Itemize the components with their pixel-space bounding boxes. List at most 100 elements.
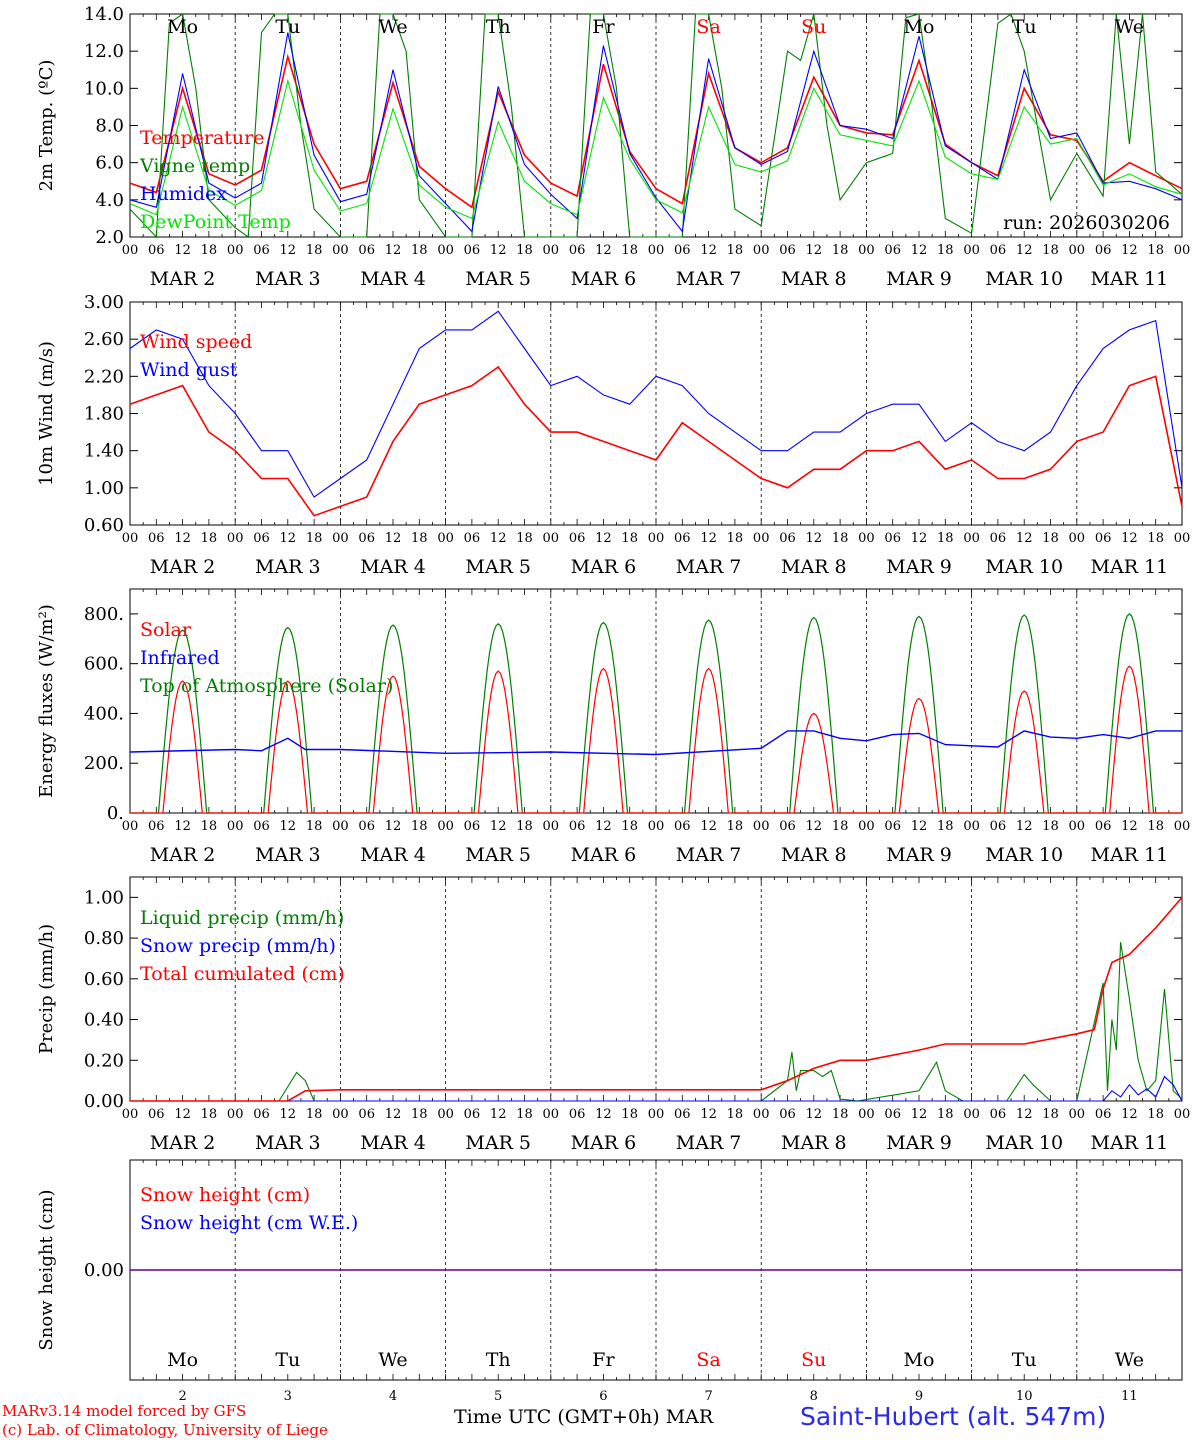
panel5-weekday-label: Sa [696,1349,720,1371]
panel3-hour-label: 06 [674,819,691,834]
panel5-weekday-label: Fr [592,1349,615,1371]
panel1-weekday-label: Mo [904,16,935,38]
panel2-hour-label: 12 [700,531,717,546]
panel5-weekday-label: Tu [275,1349,300,1371]
panel1-hour-label: 12 [1121,243,1138,258]
panel2-date-label: MAR 11 [1091,556,1169,578]
panel2-hour-label: 12 [174,531,191,546]
panel1-hour-label: 00 [963,243,980,258]
panel2-hour-label: 06 [779,531,796,546]
panel1-legend-item: Vigne temp [139,155,250,177]
panel4-hour-label: 06 [1095,1107,1112,1122]
panel1-date-label: MAR 10 [985,268,1063,290]
panel4-hour-label: 06 [674,1107,691,1122]
panel1-hour-label: 00 [332,243,349,258]
panel3-date-label: MAR 7 [676,844,742,866]
panel3-date-label: MAR 6 [571,844,637,866]
panel2-hour-label: 06 [674,531,691,546]
panel2-hour-label: 12 [911,531,928,546]
panel3-date-label: MAR 10 [985,844,1063,866]
panel4-hour-label: 18 [832,1107,849,1122]
panel3-ytick-label: 0. [107,803,124,824]
panel3-hour-label: 12 [1121,819,1138,834]
panel4-hour-label: 00 [543,1107,560,1122]
panel1-hour-label: 06 [884,243,901,258]
panel2-hour-label: 18 [621,531,638,546]
panel5-weekday-label: We [1115,1349,1144,1371]
panel1-weekday-label: We [378,16,407,38]
panel1-legend-item: Temperature [140,127,264,149]
panel2-date-label: MAR 8 [781,556,847,578]
panel1-hour-label: 18 [411,243,428,258]
panel5-legend-item: Snow height (cm) [140,1184,310,1206]
panel3-hour-label: 06 [464,819,481,834]
panel2-hour-label: 18 [727,531,744,546]
panel1-hour-label: 12 [490,243,507,258]
panel2-date-label: MAR 5 [465,556,531,578]
panel3-hour-label: 18 [937,819,954,834]
panel3-date-label: MAR 11 [1091,844,1169,866]
panel2-hour-label: 18 [937,531,954,546]
panel1-date-label: MAR 3 [255,268,321,290]
panel5-weekday-label: Mo [904,1349,935,1371]
panel5-weekday-label: Su [801,1349,826,1371]
panel2-hour-label: 06 [358,531,375,546]
panel3-series-infrared [129,730,1182,756]
panel3-ytick-label: 600. [84,654,124,675]
panel3-hour-label: 06 [884,819,901,834]
panel5-legend-item: Snow height (cm W.E.) [140,1212,358,1234]
panel2-hour-label: 00 [437,531,454,546]
panel1-frame [129,13,1183,238]
panel1-hour-label: 00 [1069,243,1086,258]
day-number-label: 11 [1121,1389,1138,1404]
panel2-hour-label: 00 [122,531,139,546]
panel1-hour-label: 06 [1095,243,1112,258]
panel2-hour-label: 12 [490,531,507,546]
panel1-date-label: MAR 6 [571,268,637,290]
panel4-legend-item: Liquid precip (mm/h) [140,907,344,929]
panel4-ylabel: Precip (mm/h) [36,924,57,1054]
panel4-date-label: MAR 9 [886,1132,952,1154]
panel4-hour-label: 18 [1147,1107,1164,1122]
panel1-ytick-label: 10.0 [84,78,124,99]
panel2-date-label: MAR 3 [255,556,321,578]
panel2-legend-item: Wind speed [140,331,252,353]
panel5-ylabel: Snow height (cm) [36,1189,57,1350]
day-number-label: 2 [178,1389,186,1404]
day-number-label: 5 [494,1389,502,1404]
panel2-hour-label: 06 [1095,531,1112,546]
panel2-hour-label: 18 [1147,531,1164,546]
panel1-ytick-label: 2.0 [95,227,124,248]
panel2-hour-label: 06 [569,531,586,546]
panel1-hour-label: 18 [516,243,533,258]
panel2-ytick-label: 1.00 [84,478,124,499]
panel1-hour-label: 00 [1174,243,1191,258]
panel4-hour-label: 12 [385,1107,402,1122]
panel4-ytick-label: 0.80 [84,928,124,949]
panel3-hour-label: 00 [648,819,665,834]
panel2-hour-label: 00 [543,531,560,546]
day-number-label: 9 [915,1389,923,1404]
panel2-hour-label: 12 [385,531,402,546]
panel1-hour-label: 18 [621,243,638,258]
station-name: Saint-Hubert (alt. 547m) [800,1402,1107,1431]
panel2-hour-label: 12 [280,531,297,546]
panel4-hour-label: 12 [595,1107,612,1122]
panel2-date-label: MAR 4 [360,556,426,578]
panel2-hour-label: 00 [227,531,244,546]
panel1-ytick-label: 12.0 [84,41,124,62]
panel1-weekday-label: Th [486,16,511,38]
panel4-hour-label: 12 [911,1107,928,1122]
panel3-hour-label: 18 [621,819,638,834]
panel4-hour-label: 00 [122,1107,139,1122]
lab-credit: (c) Lab. of Climatology, University of L… [2,1421,328,1439]
panel3-hour-label: 18 [727,819,744,834]
panel4-date-label: MAR 10 [985,1132,1063,1154]
panel2-hour-label: 12 [1016,531,1033,546]
panel2-hour-label: 12 [1121,531,1138,546]
panel1-hour-label: 12 [280,243,297,258]
panel3-hour-label: 00 [1174,819,1191,834]
panel2-date-label: MAR 7 [676,556,742,578]
panel1-hour-label: 12 [1016,243,1033,258]
